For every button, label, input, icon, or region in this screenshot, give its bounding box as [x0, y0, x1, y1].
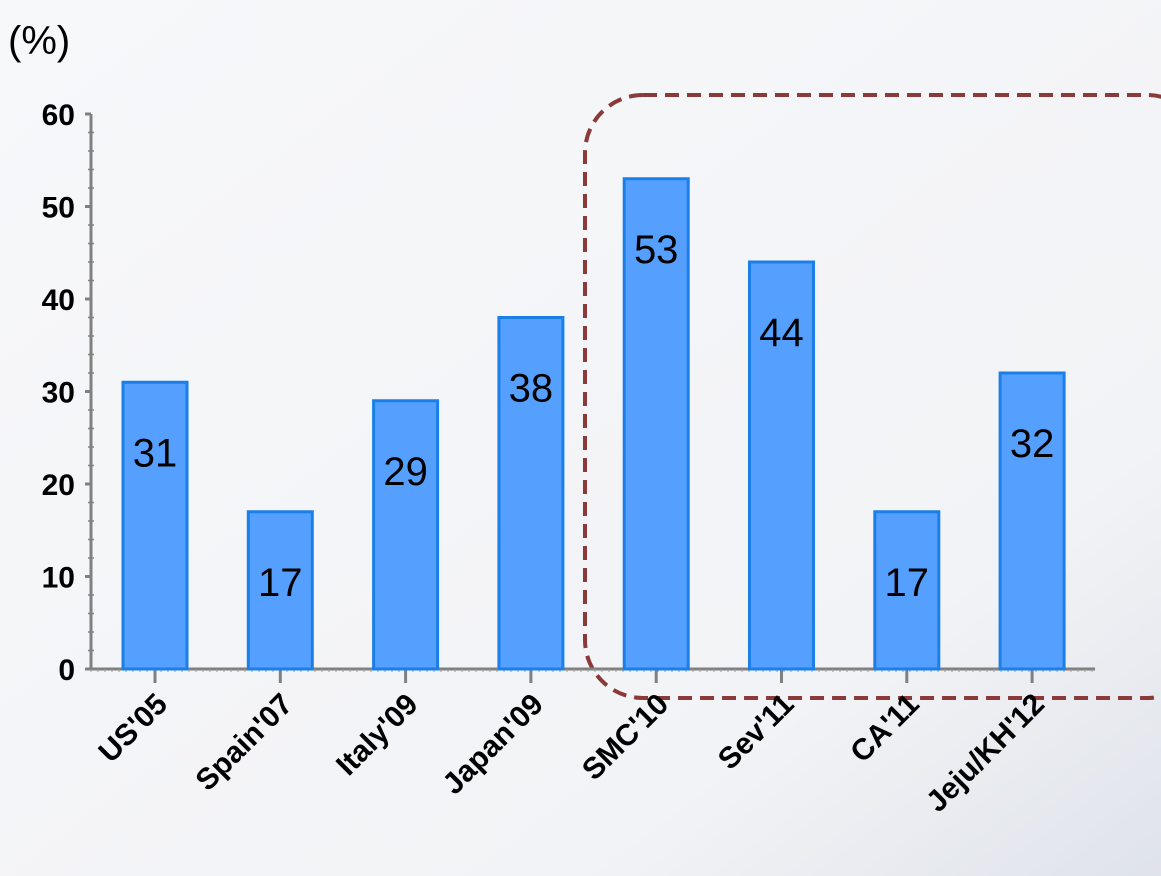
bar [998, 371, 1066, 671]
data-labels: 31 17 29 38 53 44 17 32 [133, 228, 1055, 605]
y-axis: 0 10 20 30 40 50 60 [42, 99, 94, 687]
data-label: 17 [258, 561, 303, 605]
y-tick-label: 40 [42, 284, 75, 317]
bar [497, 316, 565, 671]
y-tick-label: 10 [42, 562, 75, 595]
data-label: 53 [634, 228, 679, 272]
data-label: 29 [383, 450, 428, 494]
data-label: 31 [133, 431, 178, 475]
data-label: 44 [759, 311, 804, 355]
data-label: 32 [1010, 422, 1055, 466]
y-tick-label: 20 [42, 469, 75, 502]
bar [372, 399, 440, 671]
bar [622, 177, 690, 671]
bar [246, 510, 314, 671]
bar [748, 260, 815, 671]
y-unit-label: (%) [8, 19, 70, 63]
y-tick-label: 30 [42, 377, 75, 410]
data-label: 38 [509, 367, 554, 411]
y-tick-label: 0 [58, 654, 75, 687]
highlight-box [583, 93, 1161, 700]
y-tick-label: 50 [42, 192, 75, 225]
bar [873, 510, 941, 671]
bars [121, 177, 1066, 671]
y-tick-label: 60 [42, 99, 75, 132]
bar [121, 380, 189, 671]
data-label: 17 [885, 561, 930, 605]
